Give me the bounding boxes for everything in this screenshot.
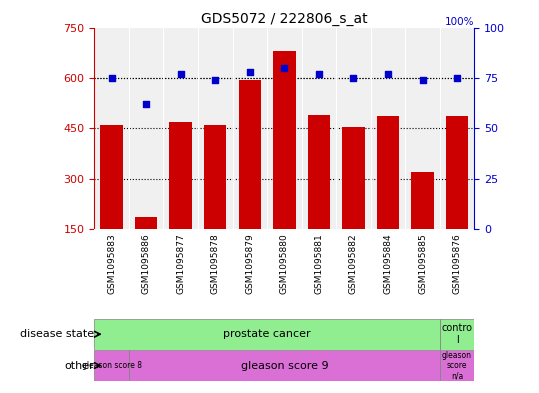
Title: GDS5072 / 222806_s_at: GDS5072 / 222806_s_at xyxy=(201,13,368,26)
Text: disease state: disease state xyxy=(20,329,94,339)
Text: other: other xyxy=(65,360,94,371)
Bar xyxy=(169,121,192,229)
Point xyxy=(280,65,289,71)
Point xyxy=(349,75,358,81)
Bar xyxy=(342,127,365,229)
Point xyxy=(211,77,219,83)
Text: prostate cancer: prostate cancer xyxy=(223,329,311,339)
Bar xyxy=(239,79,261,229)
Point xyxy=(453,75,461,81)
Bar xyxy=(135,217,157,229)
Text: GSM1095877: GSM1095877 xyxy=(176,233,185,294)
Text: GSM1095886: GSM1095886 xyxy=(142,233,150,294)
Text: GSM1095876: GSM1095876 xyxy=(453,233,461,294)
Text: gleason
score
n/a: gleason score n/a xyxy=(442,351,472,380)
Bar xyxy=(94,350,129,381)
Bar xyxy=(440,350,474,381)
Text: GSM1095882: GSM1095882 xyxy=(349,233,358,294)
Text: 100%: 100% xyxy=(445,17,474,26)
Text: GSM1095884: GSM1095884 xyxy=(383,233,392,294)
Point xyxy=(384,71,392,77)
Point xyxy=(245,69,254,75)
Text: GSM1095885: GSM1095885 xyxy=(418,233,427,294)
Point xyxy=(107,75,116,81)
Text: gleason score 9: gleason score 9 xyxy=(240,360,328,371)
Bar xyxy=(446,116,468,229)
Bar xyxy=(100,125,123,229)
Bar xyxy=(377,116,399,229)
Point xyxy=(418,77,427,83)
Text: GSM1095881: GSM1095881 xyxy=(314,233,323,294)
Bar xyxy=(440,319,474,350)
Bar xyxy=(308,115,330,229)
Text: gleason score 8: gleason score 8 xyxy=(81,361,142,370)
Bar xyxy=(129,350,440,381)
Bar xyxy=(204,125,226,229)
Text: GSM1095880: GSM1095880 xyxy=(280,233,289,294)
Text: GSM1095883: GSM1095883 xyxy=(107,233,116,294)
Bar xyxy=(273,51,295,229)
Point xyxy=(142,101,150,107)
Point xyxy=(315,71,323,77)
Bar xyxy=(411,172,434,229)
Text: GSM1095879: GSM1095879 xyxy=(245,233,254,294)
Point xyxy=(176,71,185,77)
Text: contro
l: contro l xyxy=(441,323,473,345)
Text: GSM1095878: GSM1095878 xyxy=(211,233,220,294)
